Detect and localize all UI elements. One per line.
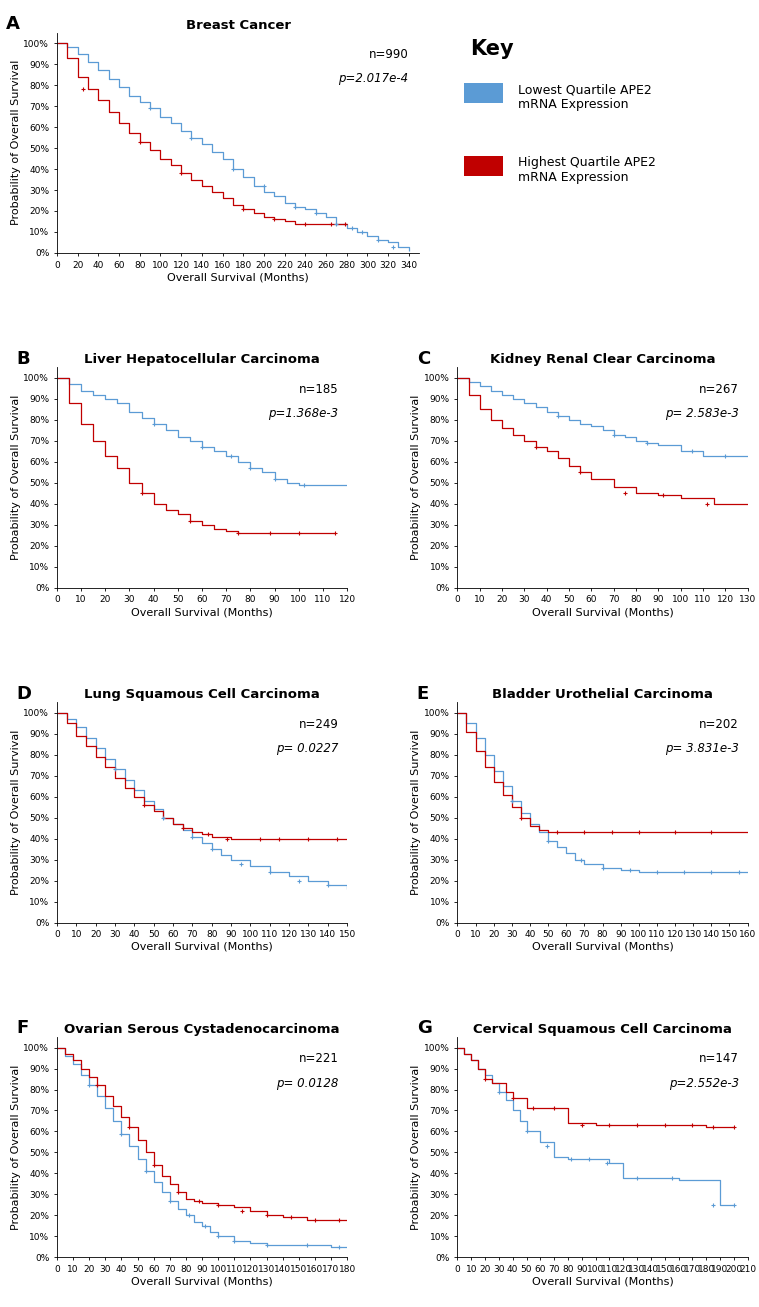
X-axis label: Overall Survival (Months): Overall Survival (Months) [531, 608, 673, 617]
Title: Cervical Squamous Cell Carcinoma: Cervical Squamous Cell Carcinoma [473, 1023, 732, 1036]
Text: D: D [16, 685, 31, 703]
Y-axis label: Probability of Overall Survival: Probability of Overall Survival [11, 729, 20, 895]
Text: p=1.368e-3: p=1.368e-3 [268, 406, 339, 420]
Text: Highest Quartile APE2
mRNA Expression: Highest Quartile APE2 mRNA Expression [518, 156, 656, 184]
Text: p=2.552e-3: p=2.552e-3 [669, 1077, 739, 1090]
Text: n=202: n=202 [699, 718, 739, 731]
X-axis label: Overall Survival (Months): Overall Survival (Months) [531, 942, 673, 951]
Title: Liver Hepatocellular Carcinoma: Liver Hepatocellular Carcinoma [84, 353, 320, 366]
Title: Bladder Urothelial Carcinoma: Bladder Urothelial Carcinoma [492, 687, 713, 701]
Text: F: F [16, 1019, 29, 1038]
X-axis label: Overall Survival (Months): Overall Survival (Months) [131, 942, 273, 951]
Text: G: G [417, 1019, 432, 1038]
X-axis label: Overall Survival (Months): Overall Survival (Months) [131, 1277, 273, 1287]
Text: n=221: n=221 [298, 1052, 339, 1065]
Title: Ovarian Serous Cystadenocarcinoma: Ovarian Serous Cystadenocarcinoma [65, 1023, 340, 1036]
Y-axis label: Probability of Overall Survival: Probability of Overall Survival [11, 60, 20, 226]
Text: n=185: n=185 [299, 383, 339, 396]
Text: n=147: n=147 [699, 1052, 739, 1065]
Bar [464, 84, 503, 103]
Text: E: E [417, 685, 429, 703]
X-axis label: Overall Survival (Months): Overall Survival (Months) [167, 272, 309, 282]
Text: p=2.017e-4: p=2.017e-4 [339, 72, 408, 85]
Y-axis label: Probability of Overall Survival: Probability of Overall Survival [411, 729, 421, 895]
Text: n=249: n=249 [298, 718, 339, 731]
Text: p= 2.583e-3: p= 2.583e-3 [665, 406, 739, 420]
X-axis label: Overall Survival (Months): Overall Survival (Months) [131, 608, 273, 617]
Title: Breast Cancer: Breast Cancer [185, 18, 291, 31]
Y-axis label: Probability of Overall Survival: Probability of Overall Survival [11, 395, 20, 561]
Text: n=990: n=990 [369, 48, 408, 61]
Y-axis label: Probability of Overall Survival: Probability of Overall Survival [411, 395, 421, 561]
Text: n=267: n=267 [699, 383, 739, 396]
Text: p= 3.831e-3: p= 3.831e-3 [665, 742, 739, 755]
Y-axis label: Probability of Overall Survival: Probability of Overall Survival [11, 1064, 20, 1230]
Text: p= 0.0128: p= 0.0128 [276, 1077, 339, 1090]
Text: p= 0.0227: p= 0.0227 [276, 742, 339, 755]
Title: Kidney Renal Clear Carcinoma: Kidney Renal Clear Carcinoma [490, 353, 715, 366]
Bar [464, 156, 503, 176]
Text: Lowest Quartile APE2
mRNA Expression: Lowest Quartile APE2 mRNA Expression [518, 84, 652, 111]
Text: B: B [16, 350, 30, 367]
Y-axis label: Probability of Overall Survival: Probability of Overall Survival [411, 1064, 421, 1230]
X-axis label: Overall Survival (Months): Overall Survival (Months) [531, 1277, 673, 1287]
Text: Key: Key [470, 39, 514, 59]
Title: Lung Squamous Cell Carcinoma: Lung Squamous Cell Carcinoma [84, 687, 320, 701]
Text: C: C [417, 350, 430, 367]
Text: A: A [6, 16, 20, 33]
